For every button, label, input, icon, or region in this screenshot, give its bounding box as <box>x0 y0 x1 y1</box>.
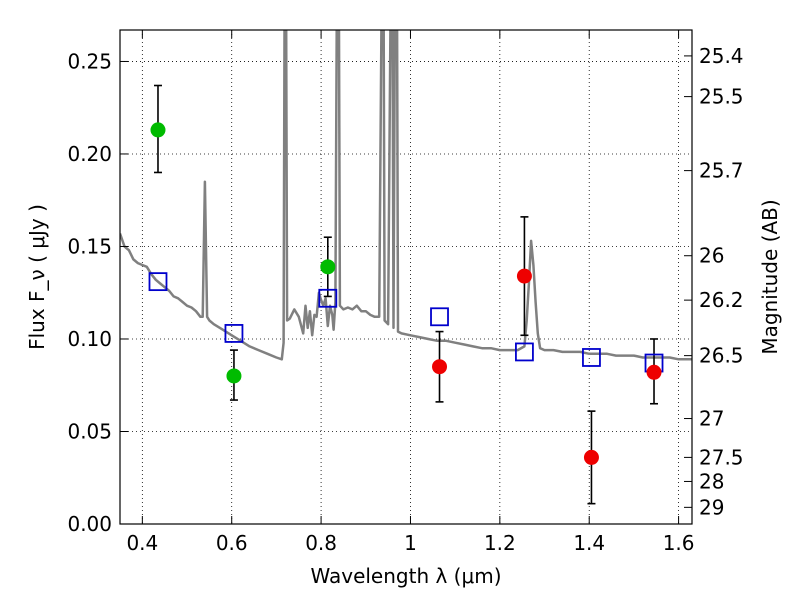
plot-frame <box>119 29 693 525</box>
axis-ticks: 0.4 0.6 0.8 1 1.2 1.4 1.6 0.00 0.05 0.10 0.15 0.20 0… <box>67 30 744 555</box>
x-tick-label: 1 <box>404 531 417 555</box>
model-flux-square <box>515 342 534 362</box>
y-axis-label: Flux F_ν ( μJy ) <box>25 204 49 350</box>
right-tick-label: 26.5 <box>699 344 744 368</box>
y-tick-label: 0.00 <box>67 512 112 536</box>
right-tick-label: 26.2 <box>699 288 744 312</box>
model-flux-square <box>430 307 449 327</box>
observed-flux-point <box>226 368 242 384</box>
right-axis-label: Magnitude (AB) <box>758 199 782 354</box>
data-markers <box>148 122 664 465</box>
model-flux-square <box>224 324 244 343</box>
observed-flux-point <box>646 364 662 380</box>
error-bars <box>153 84 659 505</box>
right-tick-label: 27 <box>699 407 724 431</box>
x-tick-label: 1.6 <box>663 531 695 555</box>
y-tick-label: 0.05 <box>67 419 112 443</box>
model-flux-square <box>582 348 601 367</box>
x-tick-label: 0.4 <box>126 531 158 555</box>
y-tick-label: 0.20 <box>67 142 112 166</box>
y-tick-label: 0.25 <box>67 49 112 73</box>
model-flux-square <box>318 288 338 308</box>
observed-flux-point <box>150 122 166 138</box>
right-tick-label: 29 <box>699 495 724 519</box>
plot-area <box>120 30 692 361</box>
x-tick-label: 0.6 <box>216 531 248 555</box>
observed-flux-point <box>432 359 448 375</box>
x-tick-label: 1.4 <box>573 531 605 555</box>
observed-flux-point <box>583 449 599 465</box>
x-axis-label: Wavelength λ (μm) <box>310 564 501 588</box>
observed-flux-point <box>516 268 532 284</box>
y-tick-label: 0.15 <box>67 234 112 258</box>
x-tick-label: 0.8 <box>305 531 337 555</box>
observed-flux-point <box>320 259 336 275</box>
model-flux-square <box>148 272 168 292</box>
right-tick-label: 27.5 <box>699 445 744 469</box>
x-tick-label: 1.2 <box>484 531 516 555</box>
template-spectrum-line <box>120 30 692 361</box>
right-tick-label: 28 <box>699 469 724 493</box>
right-tick-label: 25.4 <box>699 44 744 68</box>
right-tick-label: 25.5 <box>699 85 744 109</box>
right-tick-label: 25.7 <box>699 159 744 183</box>
y-tick-label: 0.10 <box>67 327 112 351</box>
right-tick-label: 26 <box>699 244 724 268</box>
